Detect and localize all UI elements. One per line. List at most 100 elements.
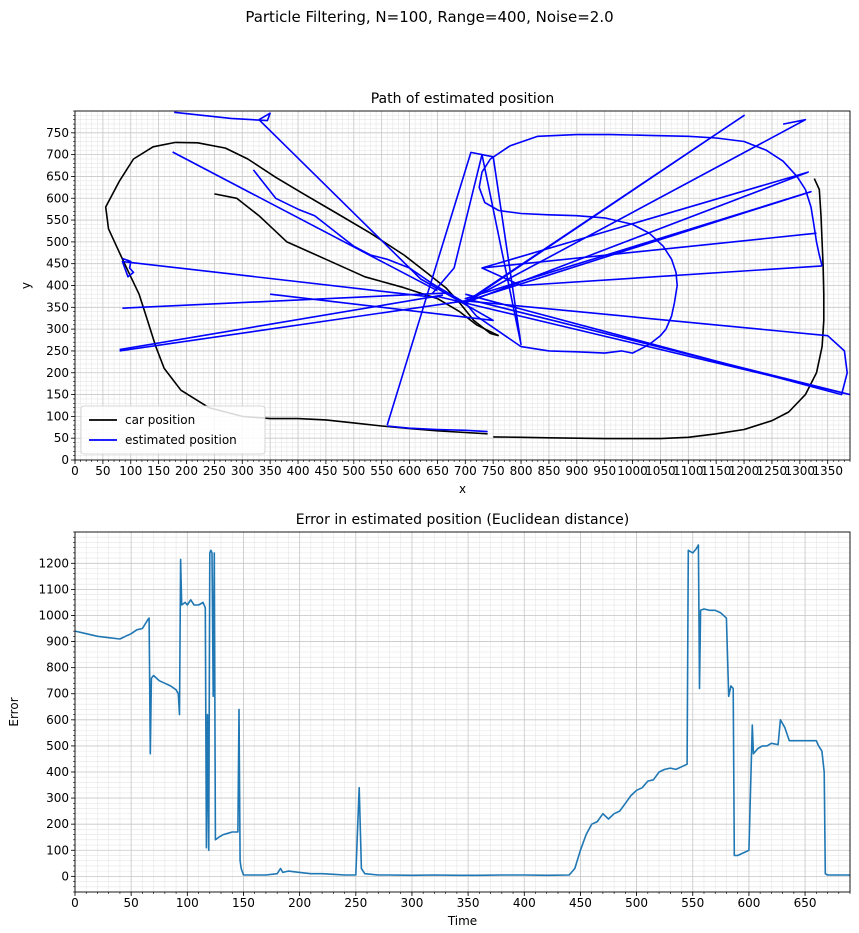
x-tick-label: 1050: [645, 464, 676, 478]
y-tick-label: 450: [46, 257, 69, 271]
series-line-estimated-position: [481, 232, 823, 287]
series-line-estimated-position: [386, 151, 522, 426]
legend-label: estimated position: [125, 433, 237, 447]
x-tick-label: 200: [288, 896, 311, 910]
axes-title: Error in estimated position (Euclidean d…: [296, 512, 629, 528]
x-tick-label: 550: [681, 896, 704, 910]
y-tick-label: 150: [46, 388, 69, 402]
x-tick-label: 350: [457, 896, 480, 910]
y-tick-label: 350: [46, 300, 69, 314]
legend-box: [80, 405, 266, 455]
series-line-estimated-position: [387, 425, 488, 433]
series-line-estimated-position: [119, 294, 444, 351]
x-tick-label: 1150: [701, 464, 732, 478]
x-tick-label: 50: [124, 896, 139, 910]
figure-title: Particle Filtering, N=100, Range=400, No…: [245, 8, 614, 26]
x-tick-label: 450: [314, 464, 337, 478]
series-line-estimated-position: [464, 114, 809, 304]
x-tick-label: 400: [287, 464, 310, 478]
x-tick-label: 600: [737, 896, 760, 910]
y-tick-label: 600: [46, 191, 69, 205]
y-tick-label: 0: [61, 453, 69, 467]
y-tick-label: 300: [46, 791, 69, 805]
x-tick-label: 1250: [757, 464, 788, 478]
y-axis-label: y: [19, 282, 33, 289]
x-tick-label: 1300: [785, 464, 816, 478]
y-tick-label: 250: [46, 344, 69, 358]
y-axis-label: Error: [7, 697, 21, 726]
y-tick-label: 100: [46, 843, 69, 857]
x-tick-label: 450: [569, 896, 592, 910]
y-tick-label: 200: [46, 817, 69, 831]
x-tick-label: 1200: [729, 464, 760, 478]
series-line-estimated-position: [252, 133, 823, 354]
y-tick-label: 500: [46, 739, 69, 753]
x-tick-label: 1000: [617, 464, 648, 478]
x-tick-label: 900: [565, 464, 588, 478]
series-line-estimated-position: [172, 151, 438, 292]
series-line-estimated-position: [174, 111, 494, 322]
axes-title: Path of estimated position: [371, 91, 555, 107]
x-tick-label: 650: [794, 896, 817, 910]
series-line-error: [75, 544, 850, 877]
error-plot-axes: 0 50 100 150 200 250 300 350 400 450 500 550 600 650 0…: [7, 512, 851, 928]
y-tick-label: 200: [46, 366, 69, 380]
y-tick-label: 1200: [38, 556, 69, 570]
x-tick-label: 750: [482, 464, 505, 478]
x-tick-label: 200: [175, 464, 198, 478]
y-tick-label: 750: [46, 126, 69, 140]
x-tick-label: 500: [342, 464, 365, 478]
plot-area: [104, 111, 850, 440]
x-axis-label: x: [459, 482, 466, 496]
series-line-estimated-position: [121, 257, 438, 299]
x-tick-label: 50: [95, 464, 110, 478]
path-plot-axes: 0 50 100 150 200 250 300 350 400 450 500 550 600 650 7…: [19, 91, 851, 496]
y-tick-label: 100: [46, 409, 69, 423]
x-tick-label: 1100: [673, 464, 704, 478]
x-tick-label: 300: [231, 464, 254, 478]
y-tick-label: 50: [54, 431, 69, 445]
y-tick-label: 650: [46, 169, 69, 183]
y-tick-label: 1100: [38, 582, 69, 596]
x-tick-label: 400: [513, 896, 536, 910]
x-tick-label: 100: [176, 896, 199, 910]
x-tick-label: 700: [454, 464, 477, 478]
y-tick-label: 700: [46, 687, 69, 701]
y-tick-label: 1000: [38, 608, 69, 622]
series-line-estimated-position: [437, 190, 850, 396]
x-tick-label: 600: [398, 464, 421, 478]
x-axis-label: Time: [447, 914, 477, 928]
x-tick-label: 650: [426, 464, 449, 478]
x-tick-label: 550: [370, 464, 393, 478]
x-tick-label: 0: [71, 464, 79, 478]
series-line-car-position: [493, 178, 825, 440]
y-tick-label: 400: [46, 765, 69, 779]
y-tick-label: 800: [46, 661, 69, 675]
major-grid: [74, 532, 850, 892]
x-tick-label: 850: [537, 464, 560, 478]
x-tick-label: 800: [510, 464, 533, 478]
y-tick-label: 700: [46, 148, 69, 162]
x-tick-label: 0: [71, 896, 79, 910]
y-tick-label: 500: [46, 235, 69, 249]
series-line-estimated-position: [119, 293, 848, 396]
series-line-car-position: [104, 141, 488, 435]
y-tick-label: 600: [46, 713, 69, 727]
series-line-car-position: [175, 141, 499, 337]
y-tick-label: 400: [46, 279, 69, 293]
x-tick-label: 500: [625, 896, 648, 910]
x-tick-label: 250: [344, 896, 367, 910]
x-tick-label: 300: [401, 896, 424, 910]
x-tick-label: 150: [232, 896, 255, 910]
y-tick-label: 900: [46, 635, 69, 649]
x-tick-label: 250: [203, 464, 226, 478]
y-tick-label: 0: [61, 869, 69, 883]
series-line-estimated-position: [122, 292, 449, 309]
y-tick-label: 550: [46, 213, 69, 227]
x-tick-label: 150: [147, 464, 170, 478]
x-tick-label: 350: [259, 464, 282, 478]
x-tick-label: 100: [119, 464, 142, 478]
x-tick-label: 1350: [812, 464, 843, 478]
plot-area: [75, 544, 850, 877]
